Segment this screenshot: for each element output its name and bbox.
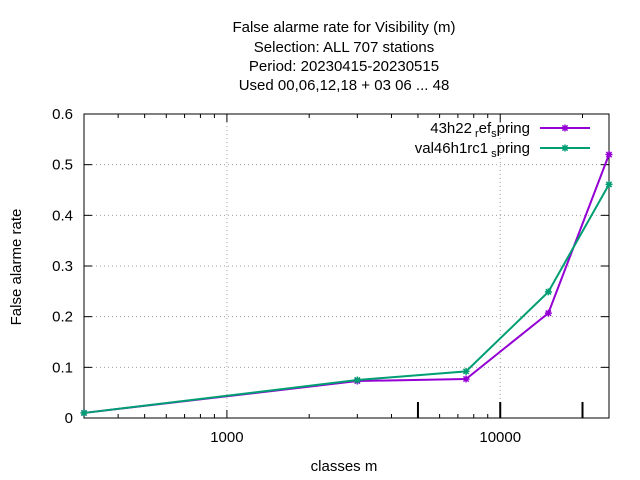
- series-line-2: [83, 183, 610, 414]
- series-line-1: [83, 154, 610, 414]
- y-tick-label: 0.5: [52, 157, 73, 174]
- y-tick-label: 0.3: [52, 258, 73, 275]
- grid: [84, 114, 609, 418]
- x-tick-label: 1000: [210, 429, 243, 446]
- series-2-point: [462, 367, 470, 375]
- title-line-3: Period: 20230415-20230515: [249, 58, 439, 75]
- title-line-2: Selection: ALL 707 stations: [254, 39, 434, 56]
- y-tick-label: 0.1: [52, 359, 73, 376]
- legend-marker-1: [561, 124, 569, 132]
- plot-frame: [83, 113, 610, 419]
- ticks: 0 0.1 0.2 0.3 0.4 0.5 0.6 1000 10000: [52, 106, 609, 446]
- legend-1-main: 43h22: [430, 120, 472, 137]
- series-1-point: [462, 375, 470, 383]
- series-layer: [80, 151, 613, 417]
- y-axis-label: False alarme rate: [8, 209, 25, 326]
- x-tick-label: 10000: [479, 429, 521, 446]
- legend-1-sub2: s: [491, 128, 497, 140]
- legend-1-sub1: r: [475, 128, 479, 140]
- y-tick-label: 0.4: [52, 207, 73, 224]
- legend-1-end: pring: [497, 120, 530, 137]
- legend: 43h22 refspring val46h1rc1 spring: [415, 120, 590, 160]
- chart-title: False alarme rate for Visibility (m) Sel…: [232, 19, 455, 94]
- legend-2-sub2: s: [491, 148, 497, 160]
- legend-2-end: pring: [497, 140, 530, 157]
- x-axis-label: classes m: [311, 458, 378, 475]
- y-tick-label: 0: [65, 410, 73, 427]
- series-2-point: [544, 288, 552, 296]
- title-line-1: False alarme rate for Visibility (m): [232, 19, 455, 36]
- title-line-4: Used 00,06,12,18 + 03 06 ... 48: [239, 77, 450, 94]
- y-tick-label: 0.6: [52, 106, 73, 123]
- series-2-point: [80, 409, 88, 417]
- series-1-point: [544, 309, 552, 317]
- legend-2-main: val46h1rc1: [415, 140, 488, 157]
- legend-label-2: val46h1rc1 spring: [415, 140, 530, 160]
- series-2-point: [353, 376, 361, 384]
- legend-label-1: 43h22 refspring: [430, 120, 530, 140]
- legend-1-mid: ef: [479, 120, 492, 137]
- legend-marker-2: [561, 144, 569, 152]
- series-2-point: [605, 180, 613, 188]
- series-1-point: [605, 151, 613, 159]
- y-tick-label: 0.2: [52, 309, 73, 326]
